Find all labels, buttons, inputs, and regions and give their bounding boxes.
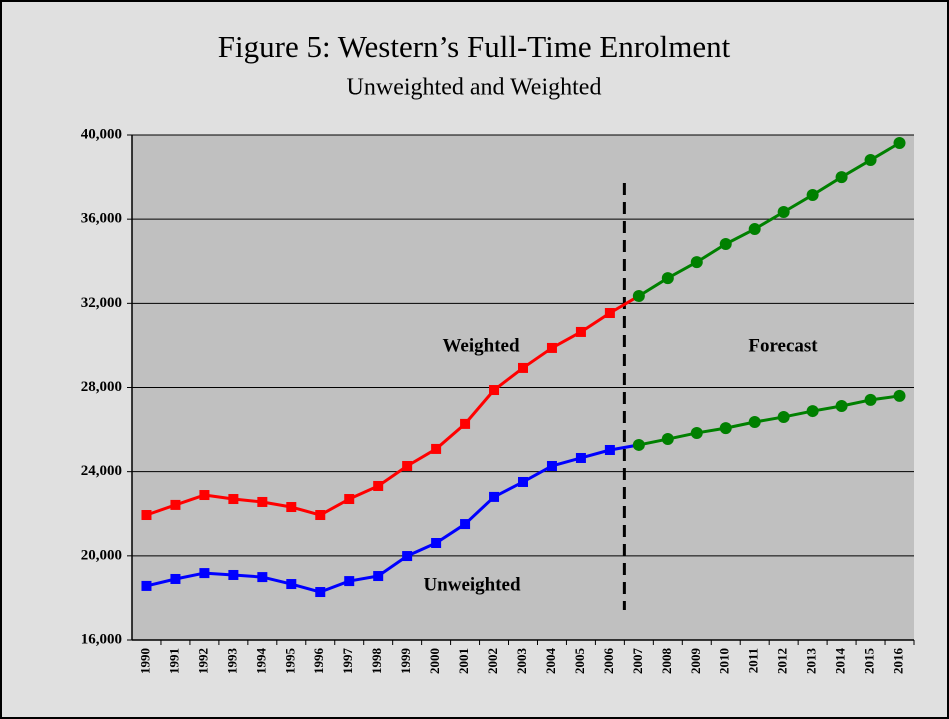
forecast-point [835,171,848,184]
y-tick-label: 16,000 [81,631,122,647]
forecast-point [864,393,877,406]
point [431,443,442,454]
point [604,444,615,455]
x-tick-label: 1990 [137,648,152,674]
x-tick-label: 1997 [340,648,355,675]
forecast-point [632,289,645,302]
point [402,551,413,562]
point [344,494,355,505]
x-tick-label: 2001 [456,648,471,674]
x-tick-label: 2013 [804,648,819,675]
x-tick-label: 2007 [630,648,645,675]
point [604,308,615,319]
x-tick-label: 2003 [514,648,529,675]
point [257,572,268,583]
forecast-point [835,400,848,413]
point [199,568,210,579]
point [575,452,586,463]
forecast-point [690,426,703,439]
point [257,496,268,507]
point [315,587,326,598]
point [431,537,442,548]
y-tick-label: 32,000 [81,295,122,311]
x-tick-label: 1995 [282,648,297,675]
x-tick-label: 1996 [311,648,326,675]
point [286,579,297,590]
point [575,326,586,337]
x-tick-label: 2008 [659,648,674,675]
annotation: Forecast [748,335,818,356]
annotation: Unweighted [423,574,521,595]
point [402,460,413,471]
point [489,385,500,396]
forecast-point [893,389,906,402]
x-tick-label: 2002 [485,648,500,674]
x-tick-label: 1991 [166,648,181,674]
point [373,480,384,491]
point [518,362,528,373]
point [170,573,181,584]
point [373,571,384,582]
x-tick-label: 2004 [543,648,558,675]
point [315,510,326,521]
forecast-point [748,223,761,236]
forecast-point [777,410,790,423]
chart-title: Figure 5: Western’s Full-Time Enrolment [218,29,731,64]
line-segment [463,389,496,425]
x-tick-label: 1998 [369,648,384,675]
y-tick-label: 20,000 [81,547,122,563]
forecast-point [806,405,819,418]
x-tick-label: 1994 [253,648,268,675]
point [460,418,471,429]
y-tick-label: 28,000 [81,379,122,395]
x-tick-label: 1999 [398,648,413,675]
point [228,494,239,505]
forecast-point [864,154,877,167]
forecast-point [777,206,790,219]
x-tick-label: 2010 [717,648,732,674]
point [141,510,152,521]
y-tick-label: 24,000 [81,463,122,479]
forecast-point [661,272,674,285]
point [489,491,500,502]
point [344,576,355,587]
forecast-point [893,136,906,149]
forecast-point [632,438,645,451]
point [460,519,471,530]
x-tick-label: 1992 [195,648,210,674]
x-tick-label: 2005 [572,648,587,675]
forecast-point [690,256,703,269]
chart-subtitle: Unweighted and Weighted [347,75,602,101]
x-tick-label: 2011 [746,648,761,673]
point [199,490,210,501]
x-tick-label: 2012 [775,648,790,674]
forecast-point [806,188,819,201]
x-tick-label: 2000 [427,648,442,674]
point [141,580,152,591]
point [286,502,297,513]
point [546,460,557,471]
annotation: Weighted [442,335,519,356]
x-tick-label: 2006 [601,648,616,675]
x-tick-label: 2015 [862,648,877,675]
point [518,476,528,487]
forecast-point [719,422,732,435]
x-tick-label: 2016 [891,648,906,675]
point [228,569,239,580]
point [546,342,557,353]
forecast-point [661,433,674,446]
x-tick-label: 2014 [833,648,848,675]
forecast-point [748,416,761,429]
point [170,499,181,510]
x-tick-label: 1993 [224,648,239,675]
y-tick-label: 36,000 [81,211,122,227]
forecast-point [719,237,732,250]
x-tick-label: 2009 [688,648,703,675]
y-tick-label: 40,000 [81,126,122,142]
